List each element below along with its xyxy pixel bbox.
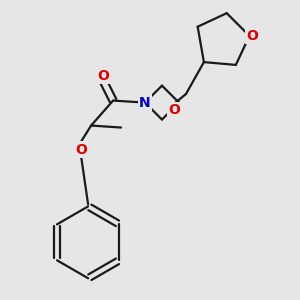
Text: O: O <box>97 69 109 82</box>
Text: O: O <box>75 142 87 157</box>
Text: O: O <box>168 103 180 117</box>
Text: N: N <box>139 96 151 110</box>
Text: O: O <box>246 29 258 43</box>
